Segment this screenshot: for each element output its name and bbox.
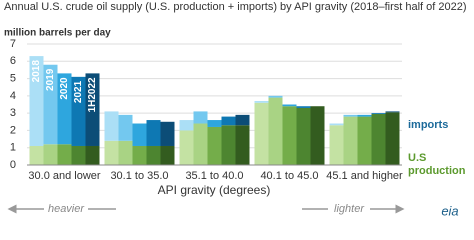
bar-imports (132, 123, 147, 146)
year-label: 2020 (59, 77, 70, 100)
bar-production (329, 125, 344, 165)
bar-imports (357, 114, 372, 117)
x-tick-label: 40.1 to 45.0 (260, 170, 318, 182)
bar-production (343, 116, 358, 165)
bar-imports (343, 114, 358, 117)
bar-production (357, 116, 372, 165)
bar-production (104, 140, 119, 165)
bar-production (146, 145, 161, 165)
bar-production (29, 145, 44, 165)
bar-imports (118, 114, 133, 141)
bar-production (193, 123, 208, 165)
y-tick-label: 7 (10, 38, 16, 50)
bar-production (385, 112, 400, 165)
bar-production (118, 140, 133, 165)
bar-production (207, 126, 222, 165)
bar-imports (193, 111, 208, 124)
bar-imports (179, 120, 194, 131)
bar-imports (43, 64, 58, 145)
bar-production (371, 114, 386, 165)
y-tick-label: 2 (10, 124, 16, 136)
annotation-lighter: lighter (334, 203, 365, 215)
bar-imports (146, 120, 161, 146)
bar-production (268, 97, 283, 165)
bar-production (160, 145, 175, 165)
year-label: 2021 (73, 80, 84, 103)
bar-production (296, 107, 311, 165)
bar-imports (160, 121, 175, 146)
y-tick-label: 1 (10, 142, 16, 154)
annotation-heavier: heavier (48, 203, 85, 215)
bar-imports (282, 104, 297, 107)
y-tick-label: 4 (10, 90, 16, 102)
logo: eia (441, 203, 458, 218)
page: Annual U.S. crude oil supply (U.S. produ… (4, 1, 467, 219)
x-tick-label: 30.1 to 35.0 (110, 170, 168, 182)
x-tick-label: 30.0 and lower (28, 170, 100, 182)
bar-production (310, 106, 325, 165)
bar-imports (235, 114, 250, 126)
year-label: 1H2022 (87, 77, 98, 112)
x-tick-label: 45.1 and higher (326, 170, 403, 182)
y-tick-label: 0 (10, 159, 16, 171)
bar-production (57, 144, 72, 165)
production-label: production (408, 165, 466, 177)
bar-imports (296, 106, 311, 108)
bar-imports (85, 73, 100, 146)
bar-imports (57, 73, 72, 145)
bar-imports (268, 95, 283, 98)
subtitle: million barrels per day (4, 28, 111, 39)
bar-production (221, 125, 236, 165)
bar-imports (71, 76, 86, 146)
bar-production (179, 130, 194, 165)
bar-production (282, 106, 297, 165)
year-label: 2019 (45, 68, 56, 91)
bar-imports (254, 101, 269, 103)
bar-production (132, 145, 147, 165)
bar-production (43, 144, 58, 165)
bar-imports (207, 120, 222, 127)
y-tick-label: 5 (10, 72, 16, 84)
y-tick-label: 6 (10, 55, 16, 67)
x-tick-label: 35.1 to 40.0 (185, 170, 243, 182)
bar-imports (29, 56, 44, 146)
bar-imports (371, 113, 386, 115)
bar-production (235, 125, 250, 165)
bar-imports (385, 111, 400, 113)
x-axis-label: API gravity (degrees) (158, 183, 271, 197)
bar-production (85, 145, 100, 165)
chart-title: Annual U.S. crude oil supply (U.S. produ… (4, 1, 467, 13)
bar-imports (104, 111, 119, 141)
chart: million barrels per day API gravity (deg… (4, 28, 466, 219)
bar-imports (221, 116, 236, 126)
bar-production (254, 102, 269, 165)
production-label: U.S (408, 152, 426, 164)
y-tick-label: 3 (10, 107, 16, 119)
bar-imports (329, 123, 344, 126)
year-label: 2018 (31, 60, 42, 83)
bar-production (71, 145, 86, 165)
imports-label: imports (408, 119, 448, 131)
